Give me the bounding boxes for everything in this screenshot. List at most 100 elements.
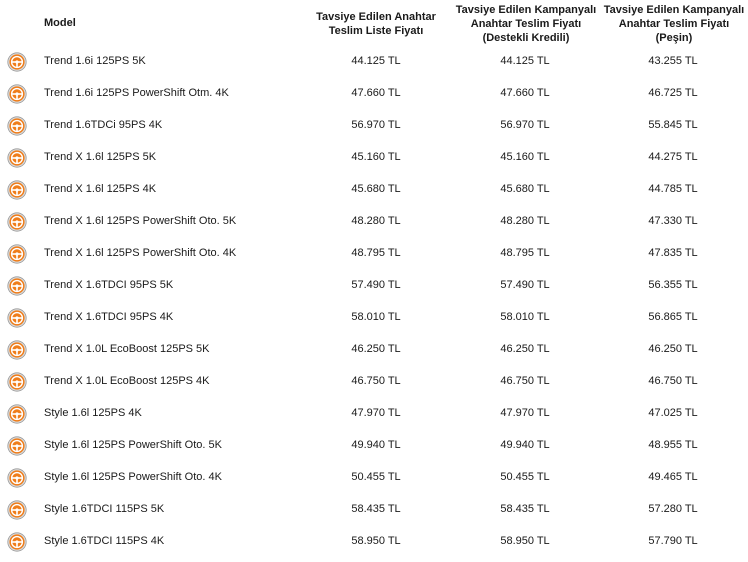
campaign-cash-price: 49.465 TL bbox=[648, 471, 698, 483]
list-price: 48.795 TL bbox=[351, 247, 401, 259]
list-price: 49.940 TL bbox=[351, 439, 401, 451]
campaign-cash-price: 56.355 TL bbox=[648, 279, 698, 291]
campaign-cash-price: 46.250 TL bbox=[648, 343, 698, 355]
campaign-cash-price: 48.955 TL bbox=[648, 439, 698, 451]
campaign-cash-price: 55.845 TL bbox=[648, 119, 698, 131]
campaign-credit-price: 56.970 TL bbox=[500, 119, 550, 131]
campaign-cash-price: 46.750 TL bbox=[648, 375, 698, 387]
campaign-credit-price: 47.660 TL bbox=[500, 87, 550, 99]
header-list-price: Tavsiye Edilen Anahtar Teslim Liste Fiya… bbox=[316, 11, 436, 37]
table-row: Trend X 1.6l 125PS 4K 45.680 TL 45.680 T… bbox=[0, 174, 748, 206]
campaign-credit-price: 47.970 TL bbox=[500, 407, 550, 419]
table-row: Trend X 1.6TDCI 95PS 5K 57.490 TL 57.490… bbox=[0, 270, 748, 302]
steering-wheel-icon[interactable] bbox=[7, 212, 27, 232]
campaign-credit-price: 48.280 TL bbox=[500, 215, 550, 227]
header-campaign-credit-price: Tavsiye Edilen Kampanyalı Anahtar Teslim… bbox=[455, 4, 597, 44]
model-name: Trend 1.6i 125PS 5K bbox=[44, 55, 146, 67]
table-row: Trend 1.6i 125PS PowerShift Otm. 4K 47.6… bbox=[0, 78, 748, 110]
list-price: 46.250 TL bbox=[351, 343, 401, 355]
steering-wheel-icon[interactable] bbox=[7, 404, 27, 424]
campaign-credit-price: 58.950 TL bbox=[500, 535, 550, 547]
model-name: Trend X 1.6TDCI 95PS 5K bbox=[44, 279, 174, 291]
header-model: Model bbox=[44, 17, 76, 29]
list-price: 45.680 TL bbox=[351, 183, 401, 195]
model-name: Style 1.6l 125PS PowerShift Oto. 4K bbox=[44, 471, 222, 483]
table-row: Style 1.6TDCI 115PS 5K 58.435 TL 58.435 … bbox=[0, 494, 748, 526]
campaign-credit-price: 58.435 TL bbox=[500, 503, 550, 515]
campaign-cash-price: 47.330 TL bbox=[648, 215, 698, 227]
steering-wheel-icon[interactable] bbox=[7, 180, 27, 200]
campaign-cash-price: 47.835 TL bbox=[648, 247, 698, 259]
steering-wheel-icon[interactable] bbox=[7, 468, 27, 488]
list-price: 58.950 TL bbox=[351, 535, 401, 547]
campaign-credit-price: 50.455 TL bbox=[500, 471, 550, 483]
model-name: Trend X 1.6l 125PS PowerShift Oto. 4K bbox=[44, 247, 237, 259]
list-price: 45.160 TL bbox=[351, 151, 401, 163]
steering-wheel-icon[interactable] bbox=[7, 52, 27, 72]
campaign-credit-price: 48.795 TL bbox=[500, 247, 550, 259]
campaign-credit-price: 45.680 TL bbox=[500, 183, 550, 195]
model-name: Trend X 1.6TDCI 95PS 4K bbox=[44, 311, 174, 323]
steering-wheel-icon[interactable] bbox=[7, 532, 27, 552]
list-price: 57.490 TL bbox=[351, 279, 401, 291]
campaign-credit-price: 45.160 TL bbox=[500, 151, 550, 163]
campaign-cash-price: 43.255 TL bbox=[648, 55, 698, 67]
list-price: 50.455 TL bbox=[351, 471, 401, 483]
campaign-cash-price: 44.275 TL bbox=[648, 151, 698, 163]
model-name: Trend 1.6TDCi 95PS 4K bbox=[44, 119, 163, 131]
campaign-cash-price: 57.280 TL bbox=[648, 503, 698, 515]
steering-wheel-icon[interactable] bbox=[7, 308, 27, 328]
model-name: Trend X 1.6l 125PS 4K bbox=[44, 183, 157, 195]
table-row: Trend X 1.6l 125PS 5K 45.160 TL 45.160 T… bbox=[0, 142, 748, 174]
model-name: Style 1.6TDCI 115PS 4K bbox=[44, 535, 165, 547]
campaign-cash-price: 44.785 TL bbox=[648, 183, 698, 195]
model-name: Trend X 1.0L EcoBoost 125PS 4K bbox=[44, 375, 210, 387]
header-campaign-cash-price: Tavsiye Edilen Kampanyalı Anahtar Teslim… bbox=[603, 4, 745, 44]
table-row: Style 1.6l 125PS PowerShift Oto. 5K 49.9… bbox=[0, 430, 748, 462]
list-price: 48.280 TL bbox=[351, 215, 401, 227]
steering-wheel-icon[interactable] bbox=[7, 500, 27, 520]
list-price: 47.970 TL bbox=[351, 407, 401, 419]
steering-wheel-icon[interactable] bbox=[7, 372, 27, 392]
campaign-credit-price: 44.125 TL bbox=[500, 55, 550, 67]
table-row: Trend 1.6i 125PS 5K 44.125 TL 44.125 TL … bbox=[0, 46, 748, 78]
campaign-cash-price: 47.025 TL bbox=[648, 407, 698, 419]
model-name: Style 1.6l 125PS PowerShift Oto. 5K bbox=[44, 439, 222, 451]
model-name: Style 1.6TDCI 115PS 5K bbox=[44, 503, 165, 515]
steering-wheel-icon[interactable] bbox=[7, 84, 27, 104]
steering-wheel-icon[interactable] bbox=[7, 116, 27, 136]
steering-wheel-icon[interactable] bbox=[7, 148, 27, 168]
table-row: Style 1.6l 125PS 4K 47.970 TL 47.970 TL … bbox=[0, 398, 748, 430]
campaign-cash-price: 56.865 TL bbox=[648, 311, 698, 323]
list-price: 58.010 TL bbox=[351, 311, 401, 323]
model-name: Trend X 1.6l 125PS PowerShift Oto. 5K bbox=[44, 215, 237, 227]
list-price: 58.435 TL bbox=[351, 503, 401, 515]
campaign-cash-price: 46.725 TL bbox=[648, 87, 698, 99]
table-row: Style 1.6l 125PS PowerShift Oto. 4K 50.4… bbox=[0, 462, 748, 494]
model-name: Trend 1.6i 125PS PowerShift Otm. 4K bbox=[44, 87, 229, 99]
campaign-credit-price: 46.250 TL bbox=[500, 343, 550, 355]
model-name: Trend X 1.0L EcoBoost 125PS 5K bbox=[44, 343, 210, 355]
list-price: 47.660 TL bbox=[351, 87, 401, 99]
campaign-credit-price: 58.010 TL bbox=[500, 311, 550, 323]
list-price: 46.750 TL bbox=[351, 375, 401, 387]
table-row: Trend X 1.6l 125PS PowerShift Oto. 5K 48… bbox=[0, 206, 748, 238]
campaign-credit-price: 46.750 TL bbox=[500, 375, 550, 387]
model-name: Trend X 1.6l 125PS 5K bbox=[44, 151, 157, 163]
steering-wheel-icon[interactable] bbox=[7, 276, 27, 296]
table-header: Model Tavsiye Edilen Anahtar Teslim List… bbox=[0, 0, 748, 48]
steering-wheel-icon[interactable] bbox=[7, 340, 27, 360]
model-name: Style 1.6l 125PS 4K bbox=[44, 407, 142, 419]
campaign-cash-price: 57.790 TL bbox=[648, 535, 698, 547]
table-row: Trend X 1.6TDCI 95PS 4K 58.010 TL 58.010… bbox=[0, 302, 748, 334]
table-row: Trend X 1.0L EcoBoost 125PS 4K 46.750 TL… bbox=[0, 366, 748, 398]
steering-wheel-icon[interactable] bbox=[7, 244, 27, 264]
campaign-credit-price: 49.940 TL bbox=[500, 439, 550, 451]
campaign-credit-price: 57.490 TL bbox=[500, 279, 550, 291]
steering-wheel-icon[interactable] bbox=[7, 436, 27, 456]
table-body: Trend 1.6i 125PS 5K 44.125 TL 44.125 TL … bbox=[0, 46, 748, 558]
list-price: 56.970 TL bbox=[351, 119, 401, 131]
list-price: 44.125 TL bbox=[351, 55, 401, 67]
table-row: Style 1.6TDCI 115PS 4K 58.950 TL 58.950 … bbox=[0, 526, 748, 558]
